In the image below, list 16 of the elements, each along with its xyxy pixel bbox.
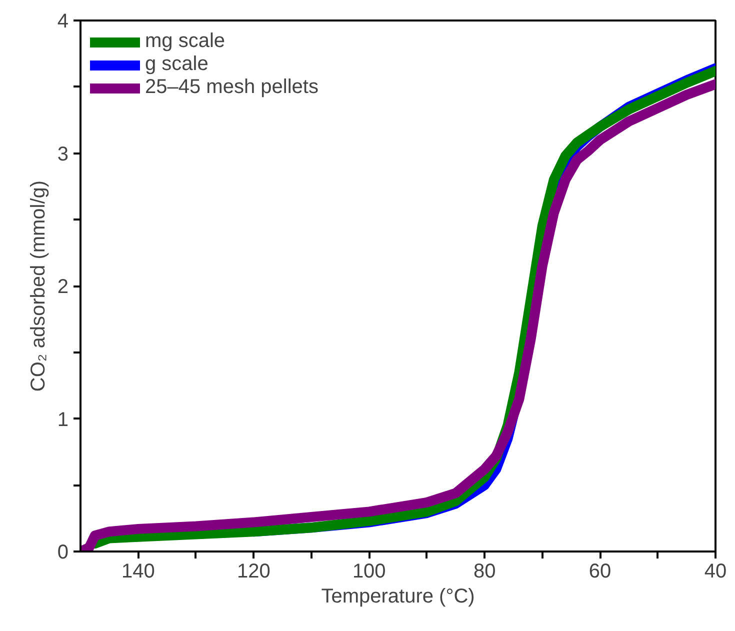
x-tick-label: 140 [122,560,155,582]
y-tick-label: 1 [57,408,68,431]
x-tick-label: 120 [236,560,270,582]
x-axis-title: Temperature (°C) [321,586,475,608]
x-tick-label: 60 [588,560,612,582]
legend-label: mg scale [145,30,226,53]
y-axis-title: CO₂ adsorbed (mmol/g) [27,180,50,392]
y-tick-label: 4 [57,10,68,32]
x-tick-label: 100 [352,560,386,582]
y-tick-label: 3 [57,143,68,166]
y-tick-label: 2 [57,276,68,298]
x-tick-label: 80 [473,560,496,582]
y-tick-label: 0 [57,542,68,564]
x-tick-label: 40 [704,560,727,582]
legend-label: 25–45 mesh pellets [145,76,318,99]
legend-label: g scale [145,53,208,76]
